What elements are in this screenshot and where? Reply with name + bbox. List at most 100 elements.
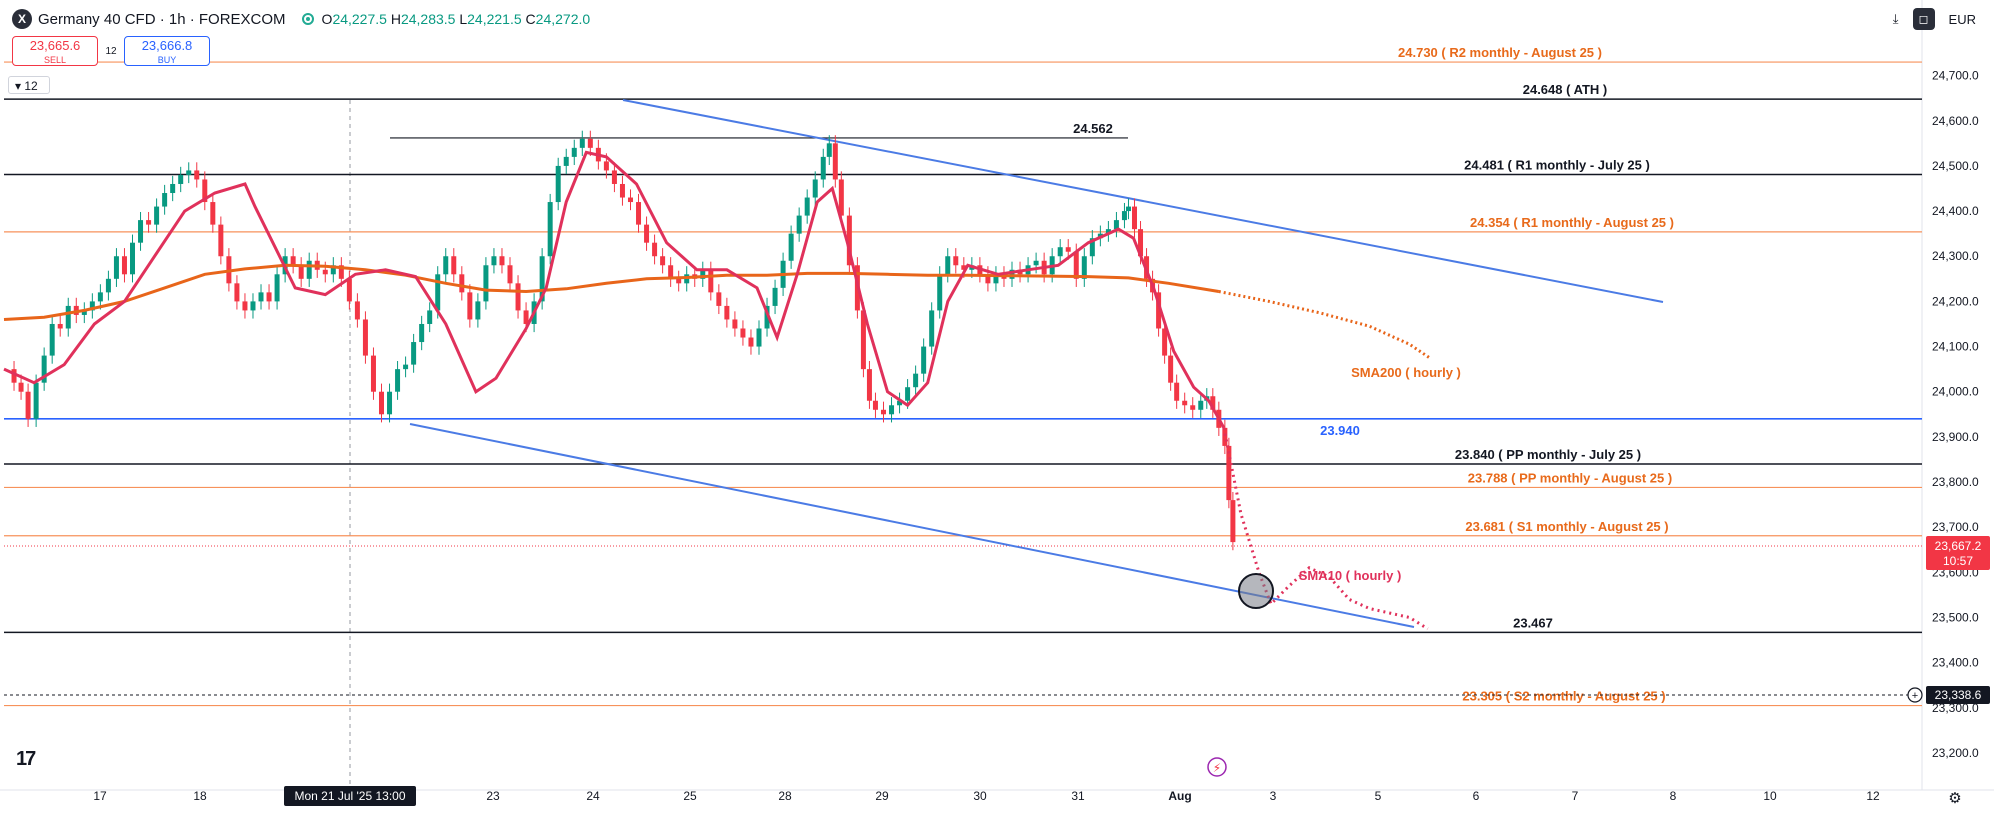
level-label: 24.562 — [1073, 121, 1113, 136]
candle-body — [121, 256, 127, 275]
y-tick-label: 23,500.0 — [1932, 611, 1979, 625]
candle-body — [740, 328, 746, 338]
candle-body — [820, 156, 826, 180]
tradingview-logo-icon: 17 — [16, 748, 36, 770]
candle-body — [579, 138, 585, 148]
candle-body — [113, 256, 119, 279]
x-tick-label: 3 — [1270, 789, 1277, 803]
candle-body — [880, 409, 886, 415]
x-tick-label: Aug — [1168, 789, 1191, 803]
y-tick-label: 24,000.0 — [1932, 385, 1979, 399]
close-value: 24,272.0 — [535, 11, 591, 27]
candle-body — [258, 292, 264, 302]
candle-body — [1065, 247, 1071, 252]
candle-body — [330, 265, 336, 275]
open-value: 24,227.5 — [332, 11, 387, 27]
candle-body — [555, 165, 561, 203]
y-tick-label: 23,300.0 — [1932, 701, 1979, 715]
candle-body — [378, 391, 384, 415]
candle-body — [65, 305, 71, 329]
crosshair-price-value: 23,338.6 — [1935, 688, 1982, 702]
sell-price: 23,665.6 — [29, 38, 81, 53]
candle-body — [57, 323, 63, 329]
level-label: 23.305 ( S2 monthly - August 25 ) — [1462, 689, 1665, 704]
candle-body — [306, 260, 312, 279]
buy-price: 23,666.8 — [141, 38, 193, 53]
candle-body — [218, 224, 224, 257]
candle-body — [467, 292, 473, 320]
currency-label[interactable]: EUR — [1948, 11, 1976, 27]
lot-size-value: 12 — [24, 79, 38, 93]
x-tick-label: Mon 21 Jul '25 13:00 — [294, 789, 405, 803]
add-alert-icon — [1907, 687, 1923, 703]
candle-body — [33, 382, 39, 419]
candle-body — [18, 382, 24, 392]
candle-body — [1131, 206, 1137, 230]
candle-body — [1105, 229, 1111, 234]
x-tick-label: 31 — [1071, 789, 1085, 803]
candle-body — [210, 202, 216, 225]
y-tick-label: 23,400.0 — [1932, 656, 1979, 670]
candle-body — [756, 328, 762, 347]
y-tick-label: 23,800.0 — [1932, 475, 1979, 489]
candle-body — [732, 319, 738, 329]
candle-body — [826, 143, 832, 157]
candle-body — [764, 305, 770, 329]
top-right-toolbar: ⤓ ◻ EUR — [1893, 8, 1976, 30]
candle-body — [298, 265, 304, 279]
x-tick-label: 28 — [778, 789, 792, 803]
buy-button[interactable]: 23,666.8 BUY — [124, 36, 210, 66]
levels-layer: 24.730 ( R2 monthly - August 25 ) 24.648 … — [4, 45, 1922, 707]
x-tick-label: 29 — [875, 789, 889, 803]
candle-body — [274, 274, 280, 302]
sell-button[interactable]: 23,665.6 SELL — [12, 36, 98, 66]
last-price-value: 23,667.2 — [1935, 539, 1982, 553]
y-axis[interactable]: 24,700.0 24,600.0 24,500.0 24,400.0 24,300.0… — [1932, 69, 1979, 760]
candle-body — [889, 405, 895, 415]
lot-size-field[interactable]: ▾ 12 — [8, 76, 50, 94]
candle-body — [154, 206, 160, 225]
candle-body — [170, 183, 176, 194]
candle-body — [403, 364, 409, 370]
candle-body — [370, 355, 376, 392]
candle-body — [1210, 396, 1216, 410]
candle-body — [1073, 251, 1079, 279]
y-tick-label: 24,400.0 — [1932, 204, 1979, 218]
candle-body — [146, 220, 152, 225]
symbol-title[interactable]: Germany 40 CFD · 1h · FOREXCOM — [38, 10, 286, 28]
candle-body — [322, 269, 328, 275]
ohlc-readout: O24,227.5 H24,283.5 L24,221.5 C24,272.0 — [322, 11, 591, 27]
candle-body — [443, 256, 449, 275]
candle-body — [97, 292, 103, 302]
candle-body — [483, 265, 489, 302]
candle-body — [459, 274, 465, 293]
candle-body — [832, 143, 838, 180]
candle-body — [499, 256, 505, 266]
candle-body — [234, 283, 240, 302]
sma200-annotation: SMA200 ( hourly ) — [1351, 365, 1461, 380]
candle-body — [346, 278, 352, 302]
candle-body — [1230, 500, 1236, 543]
high-prefix: H — [390, 11, 401, 27]
candle-body — [475, 301, 481, 320]
candle-body — [547, 202, 553, 257]
spread-value: 12 — [105, 45, 117, 57]
candle-body — [1081, 256, 1087, 279]
x-tick-label: 7 — [1572, 789, 1579, 803]
snapshot-icon[interactable]: ◻ — [1912, 8, 1935, 30]
candle-body — [1089, 238, 1095, 257]
symbol-logo-icon: X — [12, 9, 32, 29]
candle-body — [1168, 355, 1174, 383]
download-icon[interactable]: ⤓ — [1892, 11, 1899, 26]
sma200-projection — [1218, 290, 1431, 360]
low-prefix: L — [459, 11, 468, 27]
candle-body — [872, 400, 878, 410]
level-label: 24.648 ( ATH ) — [1523, 82, 1608, 97]
settings-gear-icon[interactable]: ⚙ — [1948, 790, 1961, 807]
y-tick-label: 24,500.0 — [1932, 159, 1979, 173]
y-tick-label: 23,900.0 — [1932, 430, 1979, 444]
trendlines-layer — [409, 99, 1664, 628]
candle-body — [41, 355, 47, 383]
x-axis[interactable]: 17 18 Mon 21 Jul '25 13:00 23 24 25 28 29 30 31 Au… — [93, 786, 1880, 806]
